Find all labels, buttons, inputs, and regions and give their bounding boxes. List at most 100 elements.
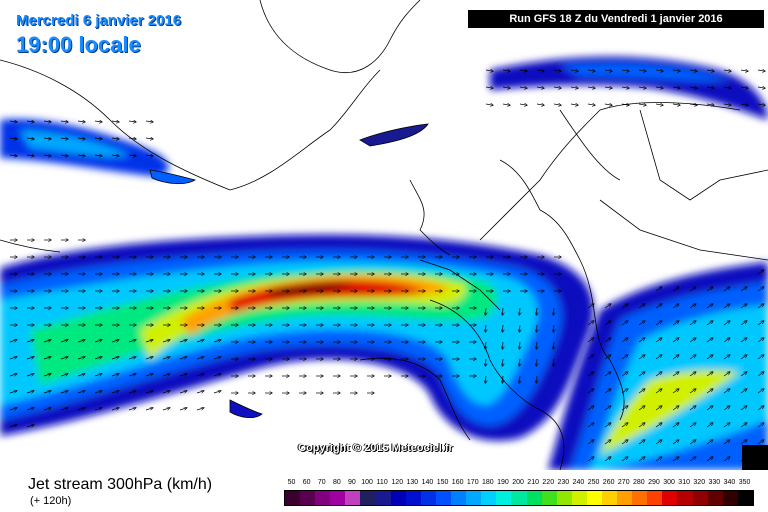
wind-arrow <box>536 375 537 383</box>
wind-arrow <box>587 104 595 105</box>
wind-arrow <box>111 340 119 342</box>
wind-arrow <box>757 104 765 105</box>
wind-arrow <box>638 355 645 360</box>
wind-arrow <box>519 375 520 383</box>
wind-arrow <box>43 408 51 410</box>
wind-arrow <box>587 321 594 326</box>
wind-arrow <box>162 357 170 359</box>
wind-arrow <box>94 155 102 156</box>
wind-arrow <box>672 287 679 292</box>
copyright-notice: Copyright © 2015 Meteociel.fr <box>298 442 453 454</box>
color-scale-label: 280 <box>633 479 645 486</box>
wind-arrow <box>26 425 34 427</box>
wind-arrow <box>213 357 221 359</box>
wind-arrow <box>485 324 486 332</box>
wind-arrow <box>604 355 611 360</box>
wind-arrow <box>757 372 764 377</box>
wind-arrow <box>162 408 170 410</box>
color-scale-swatch <box>360 491 376 505</box>
wind-arrow <box>179 408 187 410</box>
wind-arrow <box>519 307 520 315</box>
wind-arrow <box>706 70 714 71</box>
wind-arrow <box>757 423 764 428</box>
wind-arrow <box>621 338 628 343</box>
wind-arrow <box>706 457 713 462</box>
wind-arrow <box>196 391 204 393</box>
wind-arrow <box>485 358 486 366</box>
wind-arrow <box>689 321 696 326</box>
wind-arrow <box>145 408 153 410</box>
wind-arrow <box>587 389 594 394</box>
color-scale-swatch <box>632 491 648 505</box>
wind-arrow <box>111 121 119 122</box>
wind-arrow <box>689 372 696 377</box>
wind-arrow <box>672 355 679 360</box>
wind-arrow <box>502 104 510 105</box>
wind-arrow <box>145 357 153 359</box>
wind-arrow <box>145 374 153 376</box>
wind-arrow <box>604 389 611 394</box>
wind-arrow <box>94 121 102 122</box>
color-scale-label: 80 <box>332 479 341 486</box>
wind-arrow <box>740 440 747 445</box>
color-scale-swatch <box>375 491 391 505</box>
wind-arrow <box>9 340 17 342</box>
wind-arrow <box>757 355 764 360</box>
wind-arrow <box>621 372 628 377</box>
wind-arrow <box>77 121 85 122</box>
wind-arrow <box>689 406 696 411</box>
wind-arrow <box>689 389 696 394</box>
forecast-time: 19:00 locale <box>16 32 141 57</box>
wind-arrow <box>553 87 561 88</box>
wind-arrow <box>519 341 520 349</box>
wind-arrow <box>77 408 85 410</box>
wind-arrow <box>689 304 696 309</box>
wind-arrow <box>587 423 594 428</box>
wind-arrow <box>26 374 34 376</box>
wind-arrow <box>570 70 578 71</box>
wind-arrow <box>485 341 486 349</box>
wind-arrow <box>672 372 679 377</box>
color-scale-swatch <box>405 491 421 505</box>
wind-arrow <box>213 374 221 376</box>
wind-arrow <box>638 70 646 71</box>
color-scale-label: 90 <box>348 479 356 486</box>
wind-arrow <box>587 70 595 71</box>
wind-arrow <box>94 408 102 410</box>
wind-arrow <box>9 425 17 427</box>
product-title: Jet stream 300hPa (km/h) <box>28 476 213 493</box>
wind-arrow <box>723 321 730 326</box>
wind-arrow <box>723 440 730 445</box>
color-scale-label: 310 <box>678 479 690 486</box>
wind-arrow <box>128 340 136 342</box>
wind-arrow <box>145 340 153 342</box>
color-scale-swatch <box>466 491 482 505</box>
map-corner-block <box>742 445 768 470</box>
wind-arrow <box>587 355 594 360</box>
wind-arrow <box>740 304 747 309</box>
wind-arrow <box>655 355 662 360</box>
color-scale-label: 270 <box>617 479 630 486</box>
wind-arrow <box>128 155 136 156</box>
wind-arrow <box>689 440 696 445</box>
wind-arrow <box>26 340 34 342</box>
wind-arrow <box>706 406 713 411</box>
wind-arrow <box>77 357 85 359</box>
wind-arrow <box>502 70 510 71</box>
wind-arrow <box>672 440 679 445</box>
wind-arrow <box>740 355 747 360</box>
color-scale-label: 130 <box>406 479 419 486</box>
wind-arrow <box>179 391 187 393</box>
wind-arrow <box>621 389 628 394</box>
wind-arrow <box>723 355 730 360</box>
wind-arrow <box>723 372 730 377</box>
wind-arrow <box>655 457 662 462</box>
wind-arrow <box>553 70 561 71</box>
wind-arrow <box>111 357 119 359</box>
color-scale-swatch <box>737 491 753 505</box>
wind-arrow <box>621 304 628 309</box>
wind-arrow <box>502 307 503 315</box>
wind-arrow <box>519 87 527 88</box>
wind-arrow <box>757 87 765 88</box>
wind-arrow <box>604 321 611 326</box>
